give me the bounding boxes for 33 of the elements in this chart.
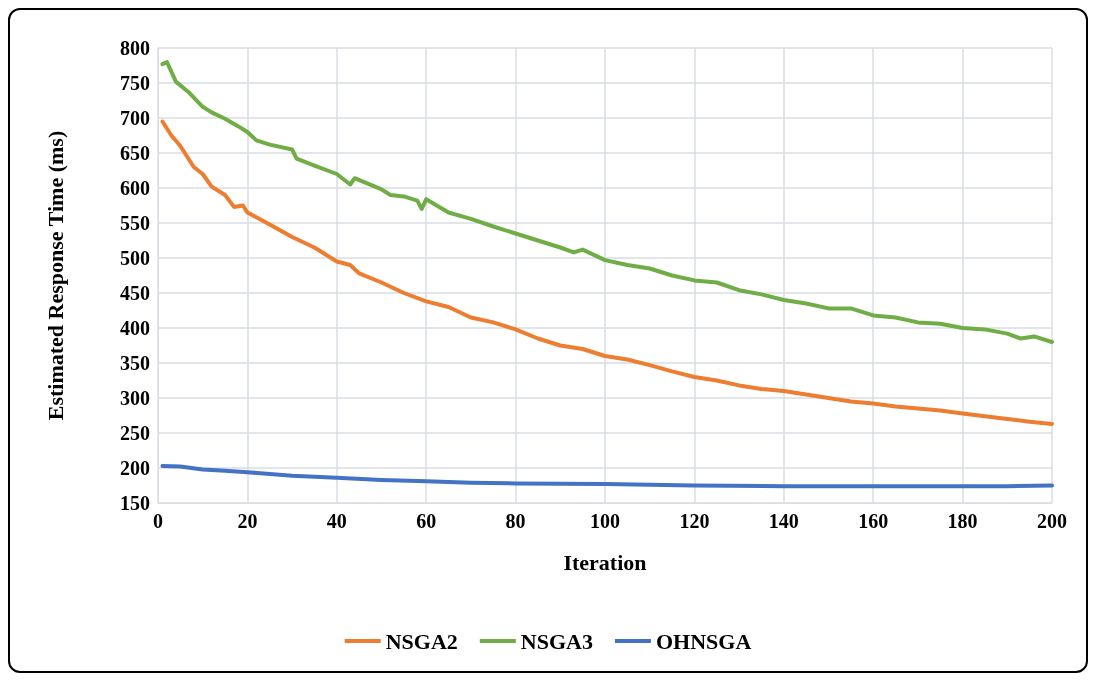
y-tick-label: 750 xyxy=(120,72,150,94)
y-tick-label: 300 xyxy=(120,387,150,409)
y-tick-label: 450 xyxy=(120,282,150,304)
y-tick-label: 150 xyxy=(120,492,150,514)
x-tick-label: 100 xyxy=(590,510,620,532)
y-tick-label: 550 xyxy=(120,212,150,234)
y-tick-label: 700 xyxy=(120,107,150,129)
x-tick-label: 20 xyxy=(237,510,258,532)
y-tick-label: 600 xyxy=(120,177,150,199)
x-tick-label: 160 xyxy=(858,510,889,532)
x-tick-label: 120 xyxy=(679,510,710,532)
y-tick-label: 200 xyxy=(120,457,150,479)
y-tick-label: 800 xyxy=(120,37,150,59)
x-axis-title: Iteration xyxy=(563,549,647,575)
x-tick-label: 80 xyxy=(505,510,526,532)
legend-label: NSGA2 xyxy=(385,628,458,654)
y-tick-label: 400 xyxy=(120,317,150,339)
y-tick-label: 650 xyxy=(120,142,150,164)
y-tick-label: 500 xyxy=(120,247,150,269)
legend-label: NSGA3 xyxy=(520,628,593,654)
line-series xyxy=(160,463,1054,489)
line-series xyxy=(160,119,1054,426)
legend-label: OHNSGA xyxy=(655,628,752,654)
x-tick-label: 140 xyxy=(768,510,799,532)
y-axis-title: Estimated Response Time (ms) xyxy=(42,130,68,421)
x-tick-label: 40 xyxy=(326,510,347,532)
x-tick-label: 180 xyxy=(947,510,978,532)
y-tick-label: 350 xyxy=(120,352,150,374)
line-series xyxy=(160,60,1054,344)
x-tick-label: 200 xyxy=(1037,510,1067,532)
y-tick-label: 250 xyxy=(120,422,150,444)
x-tick-label: 60 xyxy=(416,510,437,532)
x-tick-label: 0 xyxy=(153,510,163,532)
